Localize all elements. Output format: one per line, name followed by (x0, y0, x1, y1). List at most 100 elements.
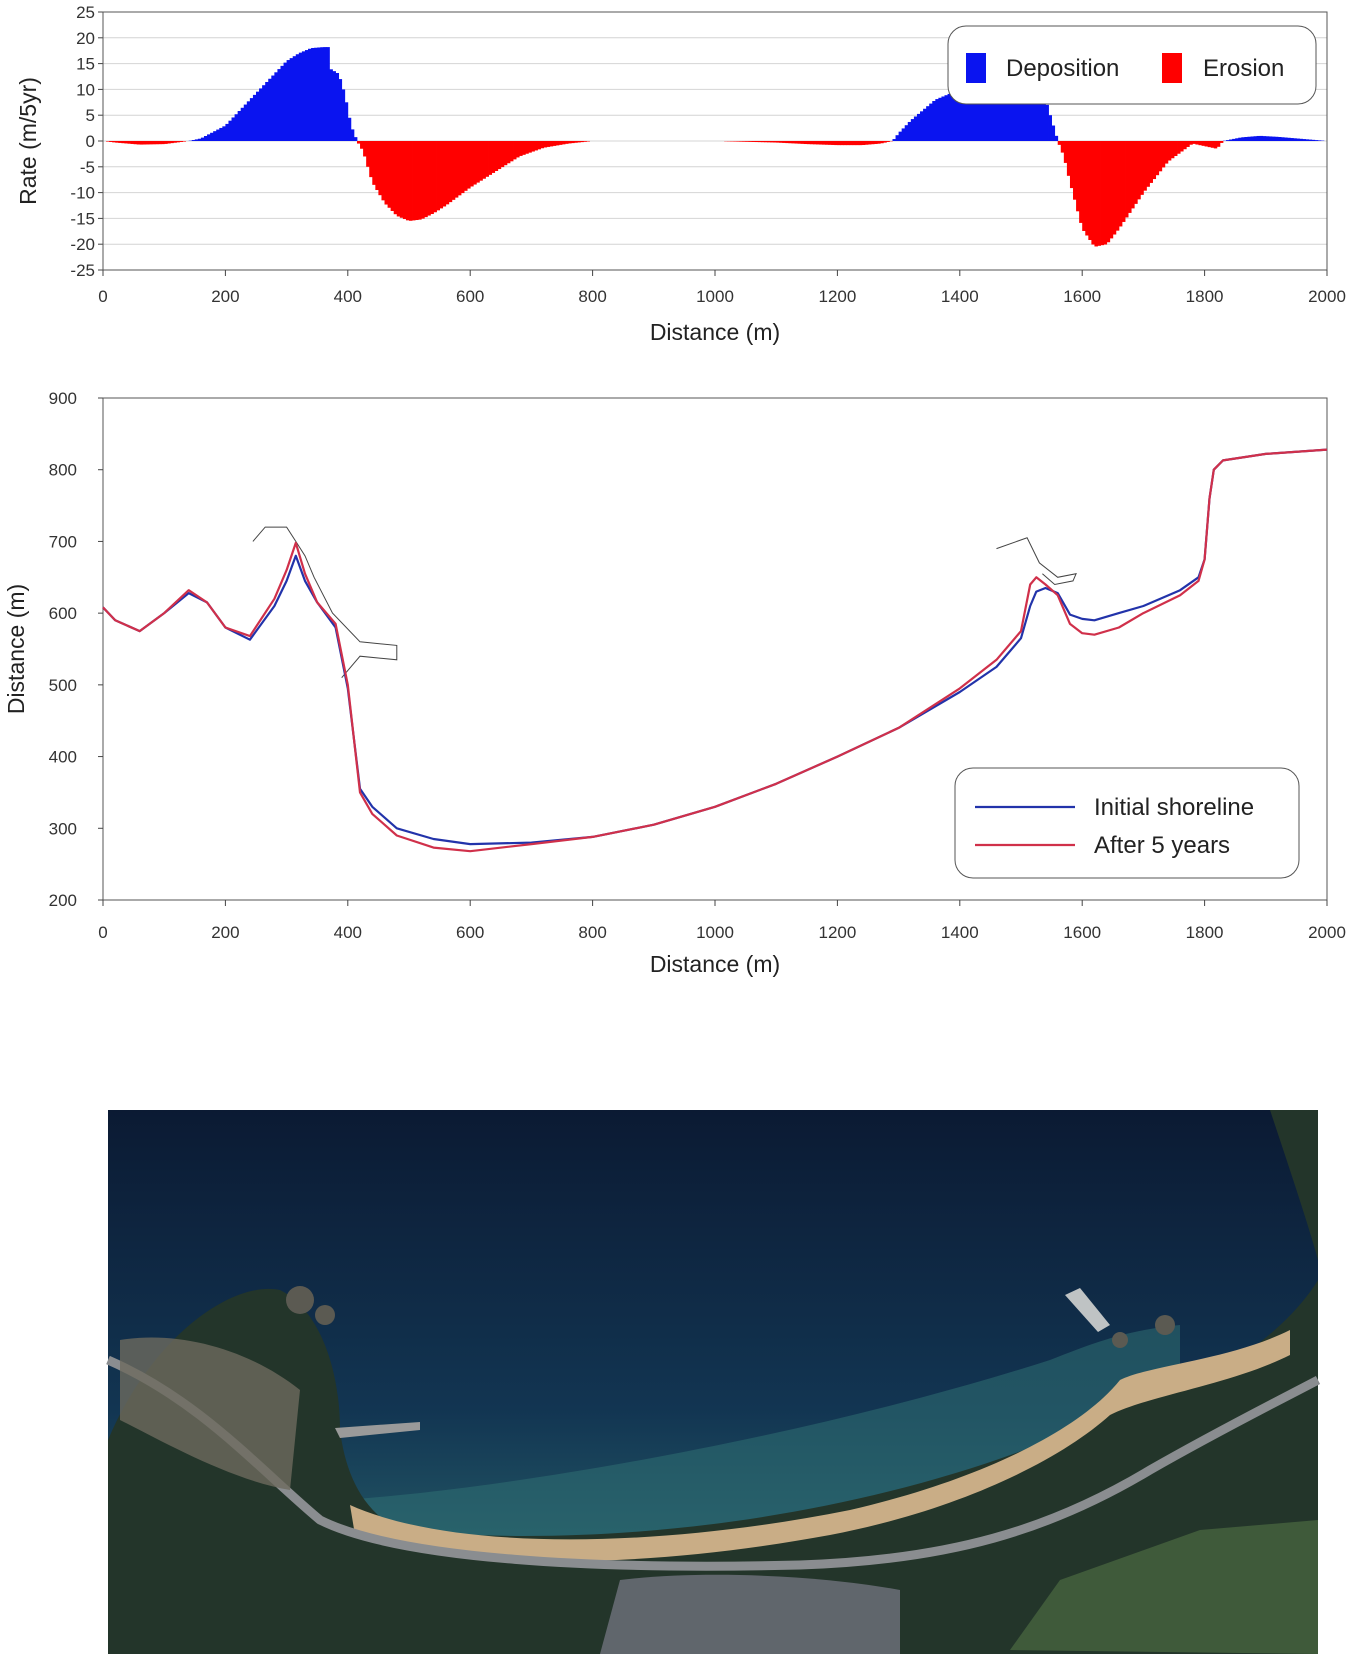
y-tick-label: -25 (70, 261, 95, 280)
erosion-bar (812, 141, 817, 145)
x-tick-label: 400 (334, 923, 362, 942)
deposition-bar (972, 87, 976, 141)
right-headland (1270, 1110, 1318, 1260)
erosion-bar (788, 141, 792, 144)
deposition-bar (301, 51, 306, 141)
deposition-bar (1027, 88, 1031, 141)
coastal-structure-outline (252, 526, 398, 679)
deposition-bar (916, 113, 921, 141)
erosion-bar (491, 141, 496, 173)
deposition-bar (213, 131, 217, 141)
deposition-bar (234, 114, 239, 141)
deposition-bar (1259, 135, 1264, 141)
right-breakwater (1065, 1288, 1110, 1332)
erosion-bar (803, 141, 808, 145)
erosion-bar (846, 141, 851, 146)
erosion-bar (531, 141, 535, 152)
erosion-bar (509, 141, 514, 162)
erosion-bar (546, 141, 551, 147)
deposition-bar (1253, 136, 1258, 141)
erosion-bar (1076, 141, 1080, 212)
erosion-bar (552, 141, 557, 146)
x-tick-label: 1600 (1063, 923, 1101, 942)
deposition-bar (1030, 89, 1034, 141)
erosion-bar (112, 141, 116, 143)
erosion-bar (874, 141, 878, 144)
erosion-bar (1189, 141, 1193, 145)
erosion-bar (360, 141, 364, 149)
erosion-bar (571, 141, 575, 144)
erosion-bar (1207, 141, 1212, 148)
rock (1112, 1332, 1128, 1348)
x-axis-title: Distance (m) (650, 951, 780, 977)
y-tick-label: -10 (70, 184, 95, 203)
deposition-bar (200, 137, 205, 141)
erosion-bar (170, 141, 174, 144)
erosion-bar (837, 141, 841, 146)
land-area (108, 1280, 1318, 1654)
erosion-bar (1180, 141, 1184, 152)
erosion-bar (770, 141, 774, 143)
deposition-bar (1024, 88, 1028, 141)
deposition-bar (984, 86, 988, 141)
deposition-bar (304, 50, 309, 141)
y-tick-label: 900 (49, 389, 77, 408)
deposition-bar (1247, 136, 1251, 141)
erosion-bar (479, 141, 483, 181)
deposition-bar (292, 56, 297, 142)
deposition-bar (1299, 138, 1303, 141)
deposition-bar (1226, 140, 1230, 141)
erosion-bar (763, 141, 768, 143)
beach-sand (350, 1330, 1290, 1562)
deposition-bar (344, 102, 349, 141)
aerial-photo (106, 1110, 1321, 1654)
erosion-bar (1106, 141, 1111, 243)
erosion-bar (1161, 141, 1166, 168)
deposition-bar (1250, 136, 1254, 141)
erosion-bar (822, 141, 826, 145)
erosion-bar (871, 141, 875, 145)
x-tick-label: 1800 (1186, 287, 1224, 306)
y-tick-label: 500 (49, 676, 77, 695)
erosion-bar (1097, 141, 1101, 246)
deposition-bar (1039, 95, 1043, 141)
erosion-bar (555, 141, 560, 146)
y-tick-label: 600 (49, 604, 77, 623)
deposition-bar (935, 99, 939, 141)
deposition-bar (1008, 86, 1013, 141)
erosion-bar (776, 141, 780, 143)
erosion-bar (106, 141, 110, 142)
erosion-bar (562, 141, 566, 145)
erosion-bar (427, 141, 431, 216)
erosion-bar (825, 141, 829, 145)
deposition-bar (332, 71, 336, 141)
deposition-bar (1284, 137, 1288, 141)
deposition-bar (944, 95, 948, 141)
erosion-bar (378, 141, 382, 196)
erosion-bar (506, 141, 511, 164)
erosion-bar (1103, 141, 1108, 245)
legend-label-initial: Initial shoreline (1094, 794, 1254, 821)
erosion-bar (167, 141, 171, 144)
erosion-bar (390, 141, 395, 211)
deposition-bar (347, 117, 352, 141)
erosion-bar (356, 141, 361, 144)
deposition-bar (999, 86, 1004, 141)
deposition-bar (338, 79, 343, 141)
x-tick-label: 1400 (941, 923, 979, 942)
deposition-bar (194, 139, 199, 141)
deposition-bar (962, 88, 967, 141)
erosion-bar (1210, 141, 1215, 148)
y-tick-label: 300 (49, 819, 77, 838)
deposition-bar (920, 111, 924, 141)
deposition-bar (240, 107, 245, 141)
erosion-bar (467, 141, 471, 189)
erosion-bar (565, 141, 569, 144)
erosion-bar (464, 141, 468, 191)
deposition-bar (237, 111, 242, 141)
deposition-bar (1296, 138, 1300, 141)
deposition-bar (975, 87, 979, 141)
erosion-bar (142, 141, 147, 145)
erosion-bar (384, 141, 388, 205)
